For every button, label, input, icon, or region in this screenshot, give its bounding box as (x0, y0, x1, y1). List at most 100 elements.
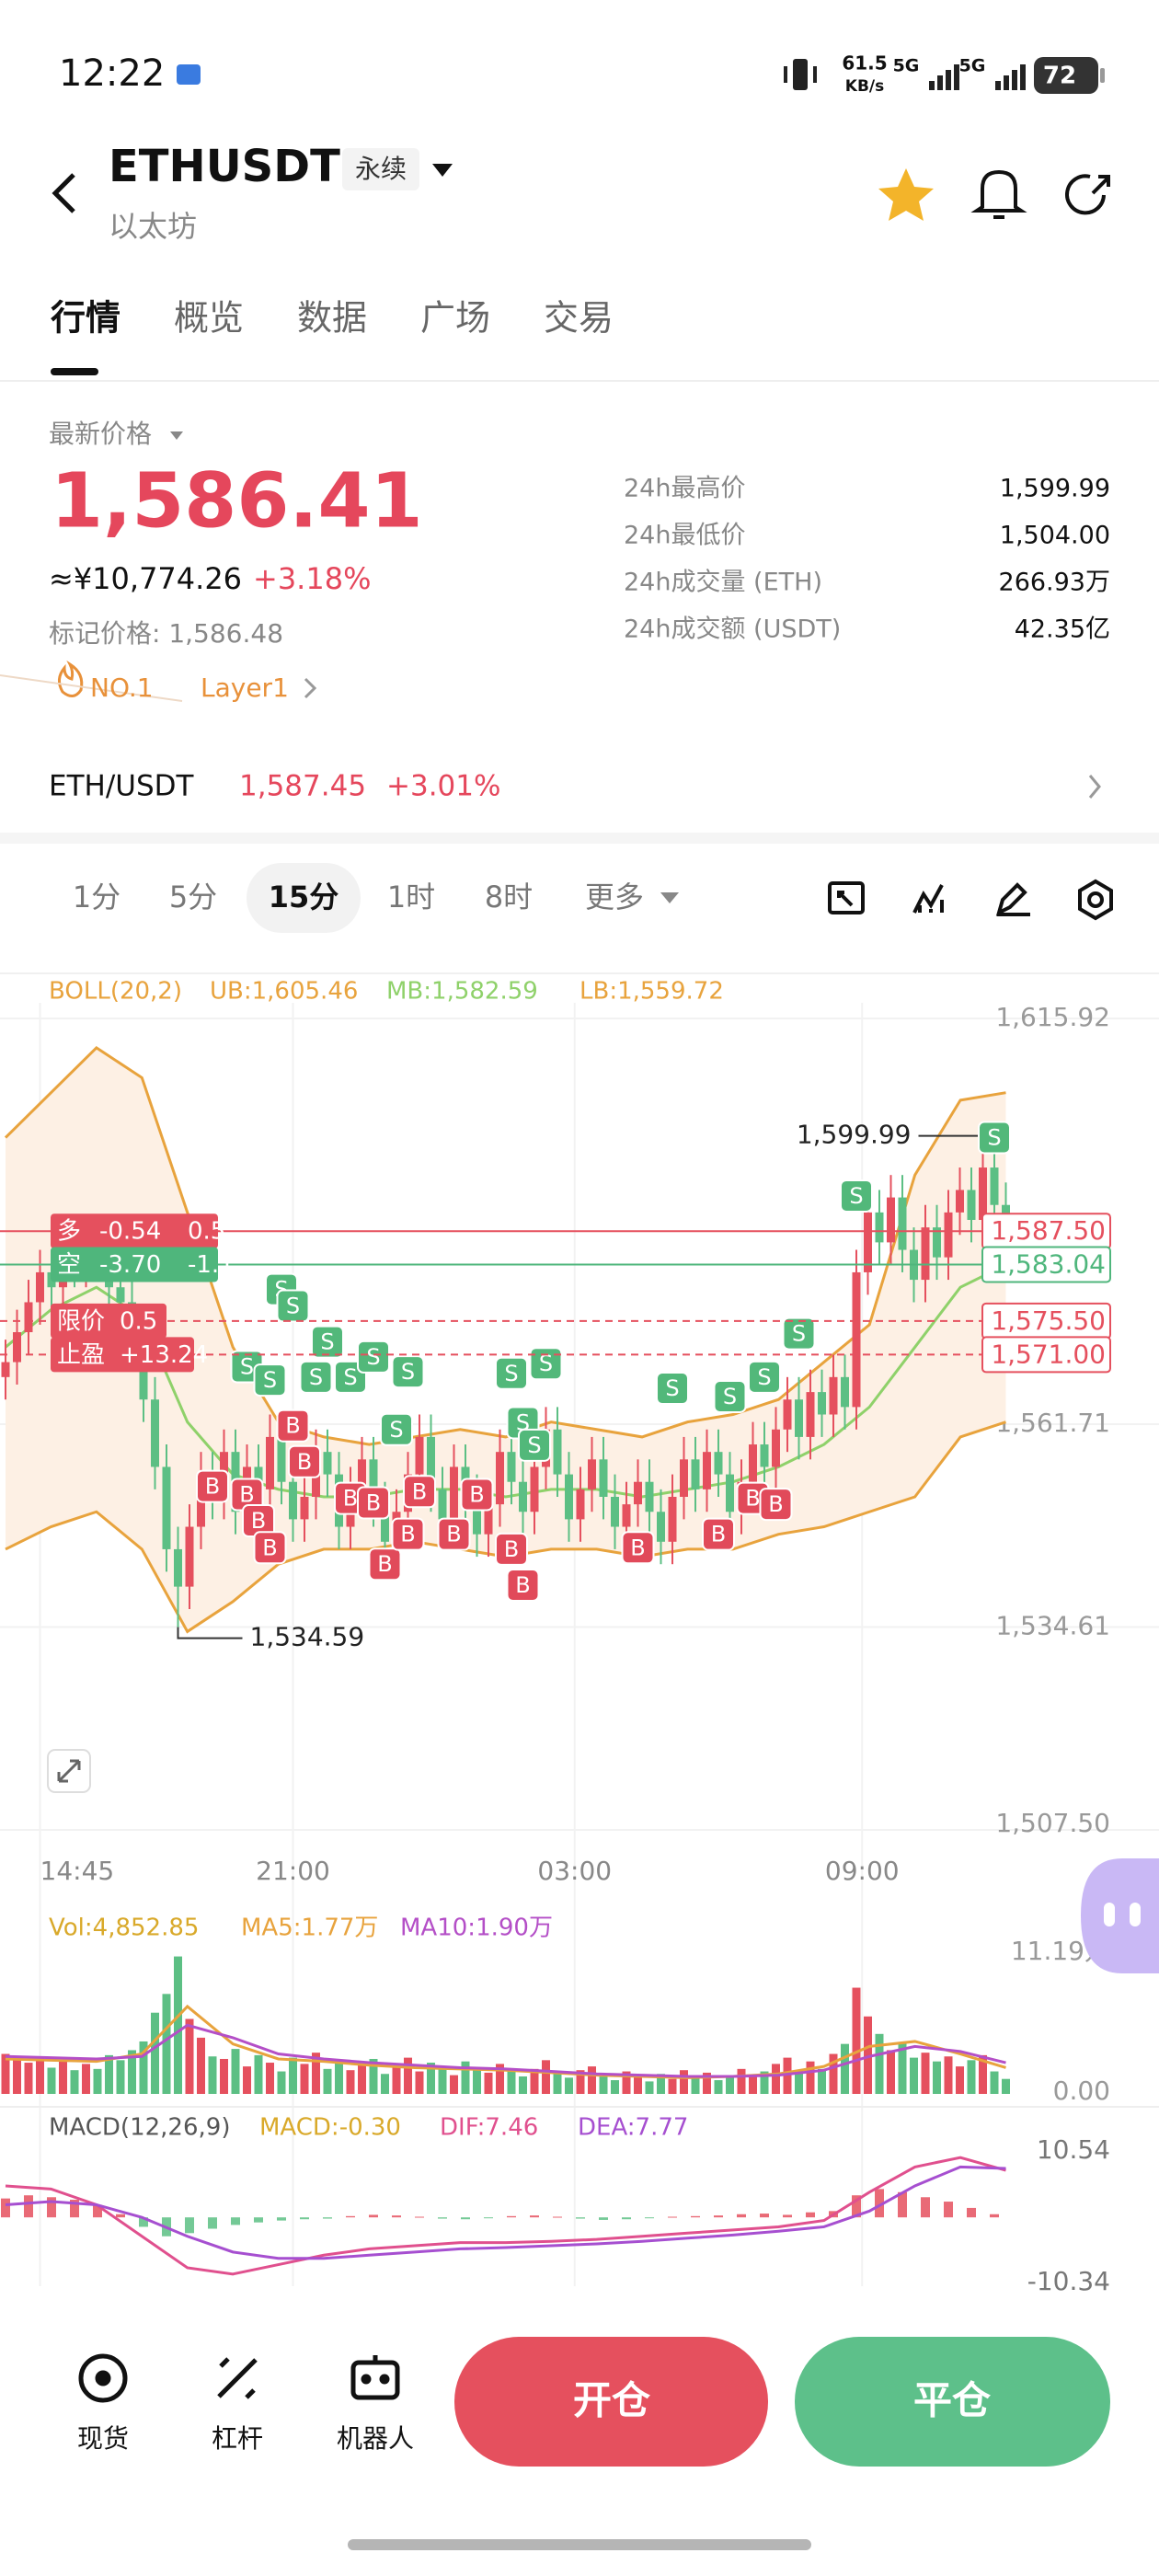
trade-marker (702, 1517, 735, 1551)
macd-bar (231, 2217, 240, 2225)
status-icons (784, 57, 1105, 94)
trade-side: B (297, 1449, 312, 1475)
tab[interactable]: 概览 (174, 298, 244, 339)
volume-bar (59, 2061, 67, 2094)
trade-marker (656, 1372, 689, 1406)
nav-label[interactable]: 机器人 (337, 2423, 414, 2454)
volume-bar (381, 2074, 389, 2094)
interval[interactable]: 1时 (387, 880, 435, 914)
trade-marker (380, 1412, 413, 1446)
trade-side: B (251, 1508, 266, 1534)
interval-pill (247, 863, 361, 933)
asset-name: 以太坊 (109, 209, 197, 244)
volume-bar (795, 2070, 803, 2094)
candle-body (611, 1496, 619, 1527)
volume-bar (346, 2070, 355, 2094)
volume-bar (254, 2054, 263, 2094)
candle-body (841, 1376, 849, 1408)
assistant-bubble[interactable] (1081, 1858, 1159, 1973)
order-pnl: -3.70 (99, 1251, 161, 1279)
spot-chevron[interactable] (1088, 775, 1101, 799)
candle-body (760, 1444, 769, 1467)
volume-bar (921, 2053, 930, 2094)
price-dropdown[interactable] (170, 431, 183, 440)
trade-marker (391, 1517, 425, 1551)
volume-bar (944, 2056, 953, 2094)
interval[interactable]: 更多 (585, 880, 644, 914)
candle-body (979, 1167, 987, 1220)
order-side: 空 (57, 1251, 81, 1279)
close-label: 平仓 (913, 2378, 992, 2423)
volume-bar (714, 2080, 723, 2094)
tag-chevron[interactable] (304, 677, 317, 699)
macd-bar (668, 2216, 677, 2218)
boll-legend: BOLL(20,2) (49, 978, 182, 1006)
trade-side: S (286, 1294, 300, 1319)
trade-marker (299, 1360, 333, 1394)
annotation-label: 1,534.59 (250, 1622, 365, 1652)
nav-icons (78, 2353, 400, 2403)
candle-body (645, 1481, 654, 1512)
tab[interactable]: 交易 (544, 298, 614, 339)
nav-label[interactable]: 杠杆 (212, 2423, 263, 2454)
y-tick-label: 1,534.61 (995, 1610, 1110, 1640)
trade-marker (368, 1547, 402, 1581)
close-button[interactable] (795, 2337, 1110, 2467)
candle-body (300, 1496, 309, 1520)
order-tag (51, 1303, 166, 1339)
candle-body (358, 1459, 366, 1489)
order-qty: 0.5 (188, 1218, 225, 1246)
trade-marker (713, 1379, 747, 1413)
order-side: 多 (57, 1218, 81, 1246)
candle-body (622, 1504, 631, 1527)
volume-bar (967, 2060, 976, 2094)
interval[interactable]: 1分 (73, 880, 120, 914)
volume-bar (726, 2076, 734, 2094)
interval[interactable]: 15分 (269, 880, 339, 914)
volume-bar (760, 2071, 769, 2094)
trade-side: S (723, 1384, 737, 1409)
open-label: 开仓 (573, 2378, 651, 2423)
bell-button[interactable] (970, 169, 1027, 219)
interval[interactable]: 5分 (169, 880, 217, 914)
symbol: ETHUSDT (109, 141, 340, 192)
trade-side: S (366, 1344, 380, 1370)
tab[interactable]: 数据 (297, 298, 367, 339)
trade-marker (506, 1568, 540, 1602)
back-button[interactable] (52, 173, 75, 213)
volume-bar (116, 2060, 125, 2094)
share-button[interactable] (1065, 174, 1110, 215)
favorite-star[interactable] (878, 168, 934, 221)
trade-side: B (343, 1486, 358, 1512)
volume-bar (599, 2075, 608, 2094)
candle-body (599, 1459, 608, 1497)
macd-bar (530, 2215, 539, 2218)
y-tick-label: 1,561.71 (995, 1408, 1110, 1438)
volume-bar (841, 2043, 849, 2094)
candle-body (726, 1474, 734, 1512)
chart-tools[interactable] (828, 879, 1113, 921)
order-qty: -1.1 (188, 1251, 235, 1279)
interval[interactable]: 8时 (485, 880, 533, 914)
tab[interactable]: 广场 (420, 298, 490, 339)
candle-body (680, 1459, 688, 1497)
open-button[interactable] (454, 2337, 768, 2467)
more-dropdown[interactable] (660, 892, 679, 903)
nav-label[interactable]: 现货 (77, 2423, 129, 2454)
order-price-box (981, 1336, 1111, 1374)
x-tick-label: 21:00 (256, 1856, 330, 1886)
candle-body (116, 1287, 125, 1303)
candle-body (818, 1392, 826, 1415)
order-tag (51, 1247, 218, 1282)
candle-body (13, 1332, 21, 1363)
contract-dropdown[interactable] (432, 164, 453, 177)
order-tag (51, 1213, 218, 1249)
volume-bar (553, 2074, 562, 2094)
tab[interactable]: 行情 (51, 298, 120, 339)
candle-body (714, 1452, 723, 1475)
trade-side: S (987, 1125, 1001, 1151)
trade-side: B (400, 1522, 415, 1547)
volume-bar (507, 2070, 516, 2094)
volume-bar (358, 2064, 366, 2094)
